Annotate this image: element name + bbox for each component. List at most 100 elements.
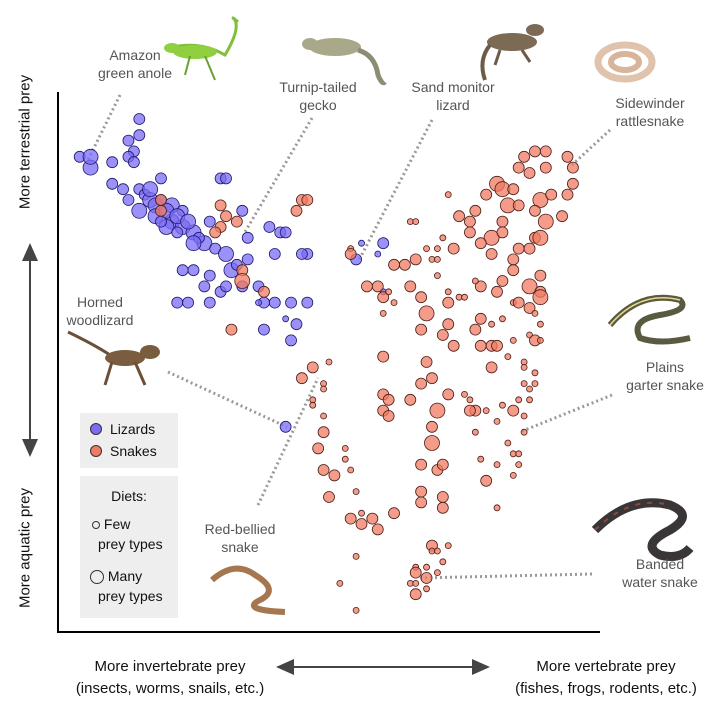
annotation-text: Sand monitor	[411, 79, 495, 95]
lizard-point	[295, 248, 308, 260]
snake-point	[485, 248, 498, 260]
snake-point	[415, 323, 428, 336]
snake-point	[426, 420, 438, 433]
lizard-point	[82, 148, 99, 165]
snake-point	[234, 273, 251, 289]
annotation-banded-water-snake: Banded water snake	[622, 555, 697, 591]
snake-point	[415, 496, 428, 509]
snake-point	[433, 272, 441, 280]
snake-point	[436, 329, 449, 341]
snake-point	[423, 245, 430, 253]
lizard-point	[203, 296, 216, 309]
lizard-point	[290, 318, 303, 331]
snake-point	[317, 464, 330, 476]
snake-point	[377, 291, 390, 304]
snake-point	[306, 361, 319, 374]
snake-point	[420, 356, 433, 368]
lizard-point	[282, 315, 290, 323]
legend-item-snakes: Snakes	[90, 443, 157, 459]
lizard-point	[279, 420, 292, 433]
snake-point	[567, 161, 579, 174]
banded-water-snake-photo	[591, 498, 694, 561]
lizard-point	[218, 246, 234, 262]
snake-point	[447, 242, 460, 255]
snake-point	[444, 191, 452, 199]
snake-point	[561, 188, 574, 201]
snake-point	[464, 404, 476, 417]
snake-point	[439, 558, 447, 566]
lizard-point	[142, 181, 159, 198]
snake-point	[474, 280, 487, 293]
snake-point	[415, 291, 428, 304]
snake-point	[474, 339, 487, 352]
legend-item-few: Few prey types	[92, 514, 163, 554]
lizard-point	[301, 296, 314, 309]
legend-label-lizards: Lizards	[110, 421, 156, 437]
lizard-point	[203, 215, 216, 228]
snake-point	[323, 491, 335, 503]
snake-point	[520, 412, 528, 420]
snake-point	[469, 204, 482, 217]
lizard-point	[127, 156, 140, 169]
lizard-point	[133, 129, 146, 142]
red-bellied-snake-photo	[210, 565, 286, 615]
lizard-point	[236, 204, 249, 217]
leader-line-red-bellied-snake	[256, 377, 320, 506]
snake-point	[420, 572, 433, 584]
lizard-point	[285, 296, 297, 309]
snake-point	[433, 547, 441, 555]
snake-point	[515, 450, 523, 458]
snake-point	[442, 318, 455, 331]
snake-point	[483, 229, 500, 246]
snake-point	[496, 215, 509, 228]
lizard-point	[176, 264, 189, 277]
snake-point	[433, 245, 441, 253]
annotation-text: green anole	[98, 65, 172, 81]
snake-point	[341, 444, 349, 452]
snake-point	[507, 264, 520, 277]
snake-point	[442, 388, 455, 401]
snake-point	[390, 299, 398, 307]
snake-point	[499, 315, 506, 323]
snake-point	[474, 237, 487, 250]
annotation-text: garter snake	[626, 377, 704, 393]
leader-line-amazon-green-anole	[86, 94, 122, 161]
horned-woodlizard-photo	[67, 330, 160, 386]
snake-point	[436, 491, 449, 503]
x-label-left: More invertebrate prey (insects, worms, …	[76, 656, 264, 700]
small-circle-marker	[92, 521, 100, 530]
snake-point	[388, 258, 400, 271]
snake-point	[512, 296, 525, 309]
snake-point	[477, 455, 485, 463]
snake-point	[347, 466, 355, 474]
snake-point	[209, 226, 222, 239]
legend-many-line2: prey types	[98, 588, 163, 604]
snake-point	[461, 293, 468, 301]
snake-point	[520, 428, 528, 436]
snake-marker	[90, 445, 102, 457]
y-label-bottom: More aquatic prey	[16, 487, 34, 609]
legend-few-line2: prey types	[98, 536, 163, 552]
snake-point	[526, 396, 533, 404]
snake-point	[529, 145, 541, 158]
snake-point	[409, 566, 422, 579]
annotation-plains-garter-snake: Plains garter snake	[626, 358, 704, 394]
snake-point	[415, 377, 428, 390]
snake-point	[488, 320, 496, 328]
snake-point	[466, 396, 474, 404]
snake-point	[377, 350, 390, 363]
amazon-green-anole-photo	[164, 16, 239, 81]
snake-point	[537, 213, 554, 230]
leader-line-sand-monitor-lizard	[356, 119, 434, 263]
snake-point	[518, 150, 531, 163]
annotation-text: rattlesnake	[615, 113, 685, 129]
snake-point	[388, 507, 400, 520]
legend-many-line1: Many	[107, 568, 143, 584]
snake-point	[371, 280, 384, 293]
lizard-point	[171, 226, 184, 239]
lizard-marker	[90, 423, 102, 435]
annotation-text: Horned	[77, 294, 123, 310]
snake-point	[480, 188, 493, 201]
annotation-text: lizard	[436, 97, 470, 113]
y-label-top: More terrestrial prey	[16, 74, 34, 210]
